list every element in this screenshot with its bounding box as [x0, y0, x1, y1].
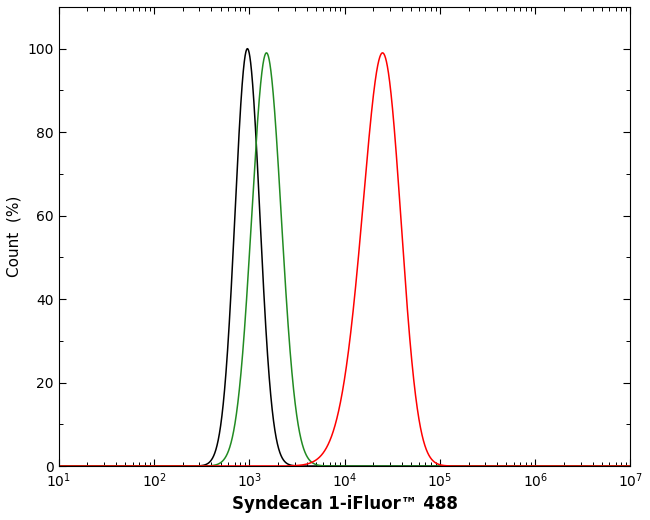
- Y-axis label: Count  (%): Count (%): [7, 196, 22, 277]
- X-axis label: Syndecan 1-iFluor™ 488: Syndecan 1-iFluor™ 488: [231, 495, 458, 513]
